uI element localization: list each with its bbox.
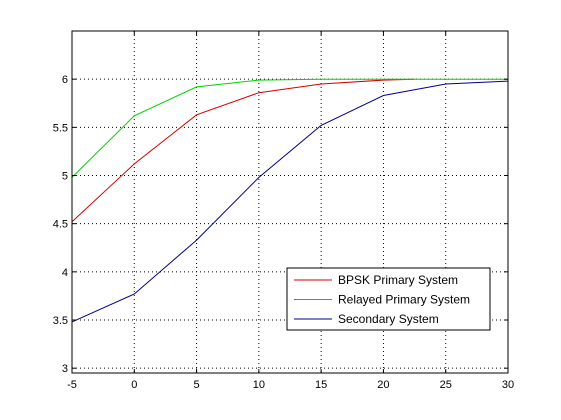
axis-ticks: -5 0 5 10 15 20 25 30 3 3.5 4 4.5 5 5.5 6 <box>53 31 514 391</box>
y-tick-label: 4.5 <box>53 219 68 231</box>
x-tick-label: 20 <box>377 379 389 391</box>
y-tick-label: 4 <box>62 267 68 279</box>
legend: BPSK Primary System Relayed Primary Syste… <box>286 267 491 331</box>
x-tick-label: -5 <box>67 379 77 391</box>
x-tick-label: 15 <box>315 379 327 391</box>
legend-label-2: Relayed Primary System <box>338 293 470 307</box>
series-line-2 <box>71 78 508 178</box>
x-tick-label: 0 <box>131 379 137 391</box>
x-tick-label: 5 <box>194 379 200 391</box>
y-tick-label: 5.5 <box>53 122 68 134</box>
legend-label-1: BPSK Primary System <box>338 273 458 287</box>
y-tick-label: 3.5 <box>53 315 68 327</box>
series-lines <box>71 78 509 323</box>
x-tick-label: 30 <box>502 379 514 391</box>
x-tick-label: 25 <box>440 379 452 391</box>
plot-area-frame <box>71 30 509 374</box>
y-tick-label: 3 <box>62 363 68 375</box>
y-tick-label: 5 <box>62 171 68 183</box>
x-tick-label: 10 <box>253 379 265 391</box>
series-line-3 <box>71 80 509 323</box>
legend-label-3: Secondary System <box>338 312 439 326</box>
series-line-1 <box>71 78 415 223</box>
y-tick-label: 6 <box>62 74 68 86</box>
